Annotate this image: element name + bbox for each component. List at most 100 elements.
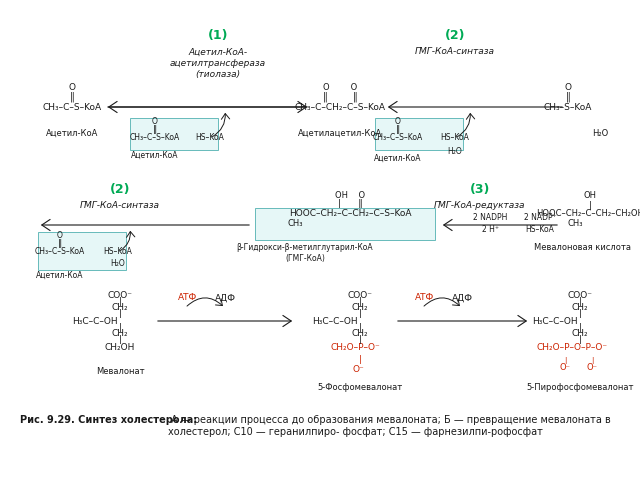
Text: CH₂: CH₂ (352, 303, 368, 312)
Text: CH₃–C–S–KoA: CH₃–C–S–KoA (42, 103, 102, 111)
Text: Мевалонат: Мевалонат (96, 368, 144, 376)
Text: β-Гидрокси-β-метилглутарил-КоА: β-Гидрокси-β-метилглутарил-КоА (237, 243, 373, 252)
FancyBboxPatch shape (38, 232, 126, 270)
Text: HS–KoA: HS–KoA (440, 133, 469, 143)
Text: CH₃–C–S–KoA: CH₃–C–S–KoA (130, 133, 180, 143)
Text: CH₂: CH₂ (112, 303, 128, 312)
Text: ‖        ‖: ‖ ‖ (323, 92, 357, 102)
Text: ‖: ‖ (396, 125, 400, 134)
Text: (ГМГ-КоА): (ГМГ-КоА) (285, 253, 325, 263)
Text: H₂O: H₂O (111, 259, 125, 267)
Text: O: O (395, 118, 401, 127)
Text: HS–KoA: HS–KoA (104, 248, 132, 256)
Text: |: | (358, 297, 362, 305)
FancyBboxPatch shape (130, 118, 218, 150)
Text: CH₂: CH₂ (572, 329, 588, 338)
Text: CH₃–C–S–KoA: CH₃–C–S–KoA (373, 133, 423, 143)
Text: H₂O: H₂O (447, 147, 462, 156)
Text: |: | (564, 357, 566, 363)
Text: O: O (68, 84, 76, 93)
Text: (2): (2) (109, 183, 131, 196)
Text: |: | (358, 356, 362, 364)
Text: HS–KoA: HS–KoA (525, 226, 554, 235)
Text: CH₂OH: CH₂OH (105, 343, 135, 351)
Text: ацетилтрансфераза: ацетилтрансфераза (170, 59, 266, 68)
Text: А — реакции процесса до образования мевалоната; Б — превращение мевалоната в
хол: А — реакции процесса до образования мева… (168, 415, 611, 437)
Text: (3): (3) (470, 183, 490, 196)
Text: ГМГ-КоА-синтаза: ГМГ-КоА-синтаза (80, 201, 160, 209)
Text: CH₂: CH₂ (112, 329, 128, 338)
Text: CH₂: CH₂ (352, 329, 368, 338)
Text: CH₃: CH₃ (287, 219, 303, 228)
Text: АДФ: АДФ (451, 293, 472, 302)
Text: |: | (358, 336, 362, 345)
Text: |: | (589, 201, 591, 209)
Text: Ацетил-КоА: Ацетил-КоА (36, 271, 84, 279)
Text: 2 NADPH: 2 NADPH (473, 214, 507, 223)
Text: CH₂O–P–O⁻: CH₂O–P–O⁻ (330, 343, 380, 351)
Text: CH₃–S–KoA: CH₃–S–KoA (544, 103, 592, 111)
Text: HOOC–CH₂–C–CH₂–CH₂OH: HOOC–CH₂–C–CH₂–CH₂OH (536, 209, 640, 218)
Text: АТФ: АТФ (415, 293, 435, 302)
Text: (2): (2) (445, 28, 465, 41)
Text: O: O (564, 84, 572, 93)
Text: 5-Пирофосфомевалонат: 5-Пирофосфомевалонат (526, 384, 634, 393)
FancyBboxPatch shape (255, 208, 435, 240)
Text: O⁻: O⁻ (559, 363, 570, 372)
Text: (1): (1) (208, 28, 228, 41)
Text: Ацетил-КоА-: Ацетил-КоА- (188, 48, 248, 57)
Text: HS–KoA: HS–KoA (196, 133, 225, 143)
Text: ГМГ-КоА-синтаза: ГМГ-КоА-синтаза (415, 48, 495, 57)
Text: 2 NADP⁺: 2 NADP⁺ (524, 214, 556, 223)
Text: OH: OH (584, 192, 596, 201)
Text: |: | (579, 297, 581, 305)
Text: COO⁻: COO⁻ (108, 290, 132, 300)
Text: ГМГ-КоА-редуктаза: ГМГ-КоА-редуктаза (435, 201, 525, 209)
Text: CH₃: CH₃ (567, 219, 583, 228)
Text: 5-Фосфомевалонат: 5-Фосфомевалонат (317, 384, 403, 393)
Text: COO⁻: COO⁻ (348, 290, 372, 300)
Text: Ацетил-КоА: Ацетил-КоА (374, 154, 422, 163)
Text: АДФ: АДФ (214, 293, 236, 302)
Text: |: | (358, 310, 362, 319)
Text: Ацетилацетил-КоА: Ацетилацетил-КоА (298, 129, 382, 137)
Text: O: O (152, 118, 158, 127)
Text: CH₃–C–S–KoA: CH₃–C–S–KoA (35, 248, 85, 256)
Text: HOOC–CH₂–C–CH₂–C–S–KoA: HOOC–CH₂–C–CH₂–C–S–KoA (289, 209, 412, 218)
Text: |: | (118, 310, 122, 319)
Text: |: | (118, 336, 122, 345)
Text: |: | (579, 323, 581, 332)
Text: H₃C–C–OH: H₃C–C–OH (72, 316, 118, 325)
Text: |: | (591, 357, 593, 363)
Text: O⁻: O⁻ (352, 365, 364, 374)
Text: ‖: ‖ (70, 92, 74, 102)
Text: COO⁻: COO⁻ (568, 290, 593, 300)
Text: CH₂: CH₂ (572, 303, 588, 312)
Text: O: O (57, 231, 63, 240)
Text: |: | (579, 310, 581, 319)
Text: Рис. 9.29. Синтез холестерола:: Рис. 9.29. Синтез холестерола: (20, 415, 197, 425)
Text: OH    O: OH O (335, 192, 365, 201)
Text: Ацетил-КоА: Ацетил-КоА (131, 151, 179, 159)
Text: CH₂O–P–O–P–O⁻: CH₂O–P–O–P–O⁻ (536, 343, 607, 351)
Text: H₂O: H₂O (592, 129, 608, 137)
Text: Ацетил-КоА: Ацетил-КоА (46, 129, 98, 137)
Text: |: | (118, 323, 122, 332)
Text: O⁻: O⁻ (586, 363, 598, 372)
Text: АТФ: АТФ (179, 293, 198, 302)
Text: H₃C–C–OH: H₃C–C–OH (532, 316, 578, 325)
Text: ‖: ‖ (566, 92, 570, 102)
Text: ‖: ‖ (58, 240, 62, 249)
Text: |: | (358, 323, 362, 332)
Text: Мевалоновая кислота: Мевалоновая кислота (534, 243, 632, 252)
Text: (тиолаза): (тиолаза) (195, 70, 241, 79)
Text: H₃C–C–OH: H₃C–C–OH (312, 316, 358, 325)
FancyBboxPatch shape (375, 118, 463, 150)
Text: O        O: O O (323, 84, 357, 93)
Text: 2 H⁺: 2 H⁺ (481, 226, 499, 235)
Text: |: | (118, 297, 122, 305)
Text: |: | (579, 336, 581, 345)
Text: CH₃–C–CH₂–C–S–KoA: CH₃–C–CH₂–C–S–KoA (294, 103, 385, 111)
Text: ‖: ‖ (153, 125, 157, 134)
Text: |      ‖: | ‖ (338, 200, 362, 208)
